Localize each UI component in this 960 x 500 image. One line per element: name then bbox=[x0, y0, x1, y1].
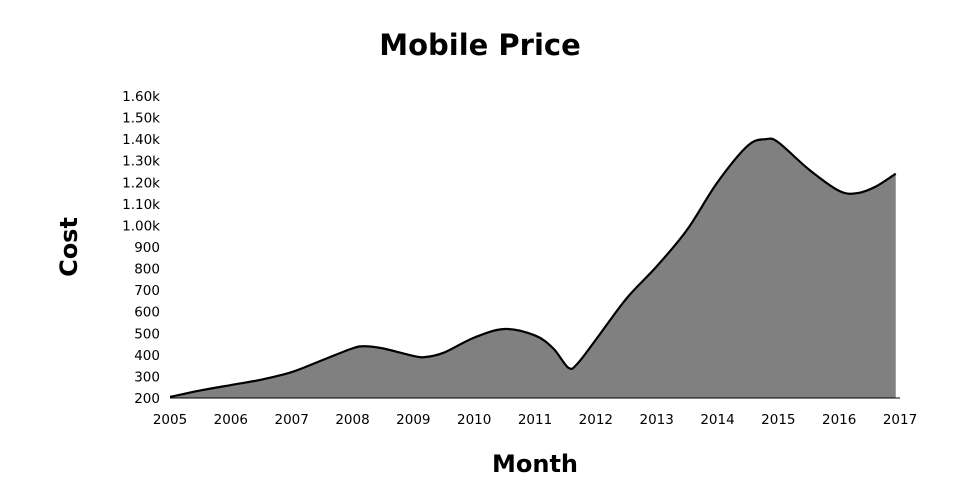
y-tick-label: 1.10k bbox=[122, 197, 160, 213]
y-tick-label: 800 bbox=[134, 262, 160, 278]
y-tick-label: 1.30k bbox=[122, 154, 160, 170]
y-tick-label: 1.20k bbox=[122, 175, 160, 191]
chart-title: Mobile Price bbox=[379, 28, 581, 62]
x-tick-label: 2011 bbox=[518, 412, 552, 428]
series-area-fill bbox=[170, 138, 896, 399]
y-tick-label: 1.40k bbox=[122, 132, 160, 148]
x-tick-label: 2016 bbox=[822, 412, 856, 428]
y-axis: 200 300 400 500 600 700 800 900 1.00k 1.10k 1.20k 1… bbox=[122, 89, 160, 407]
y-tick-label: 700 bbox=[134, 283, 160, 299]
x-tick-label: 2012 bbox=[579, 412, 613, 428]
plot-area bbox=[169, 137, 900, 399]
y-tick-label: 500 bbox=[134, 326, 160, 342]
x-tick-label: 2013 bbox=[639, 412, 673, 428]
y-tick-label: 400 bbox=[134, 348, 160, 364]
x-tick-label: 2005 bbox=[153, 412, 187, 428]
y-axis-title: Cost bbox=[55, 217, 83, 277]
y-tick-label: 900 bbox=[134, 240, 160, 256]
series-line bbox=[169, 137, 897, 398]
x-tick-label: 2017 bbox=[883, 412, 917, 428]
y-tick-label: 1.60k bbox=[122, 89, 160, 105]
y-tick-label: 300 bbox=[134, 369, 160, 385]
x-tick-label: 2009 bbox=[396, 412, 430, 428]
x-tick-label: 2006 bbox=[214, 412, 248, 428]
y-tick-label: 200 bbox=[134, 391, 160, 407]
y-tick-label: 1.00k bbox=[122, 218, 160, 234]
x-tick-label: 2010 bbox=[457, 412, 491, 428]
x-axis: 2005 2006 2007 2008 2009 2010 2011 2012 2013 2014… bbox=[153, 412, 917, 428]
y-tick-label: 600 bbox=[134, 305, 160, 321]
x-axis-title: Month bbox=[492, 450, 578, 478]
x-tick-label: 2007 bbox=[274, 412, 308, 428]
x-tick-label: 2014 bbox=[700, 412, 734, 428]
y-tick-label: 1.50k bbox=[122, 111, 160, 127]
x-tick-label: 2015 bbox=[761, 412, 795, 428]
x-tick-label: 2008 bbox=[335, 412, 369, 428]
